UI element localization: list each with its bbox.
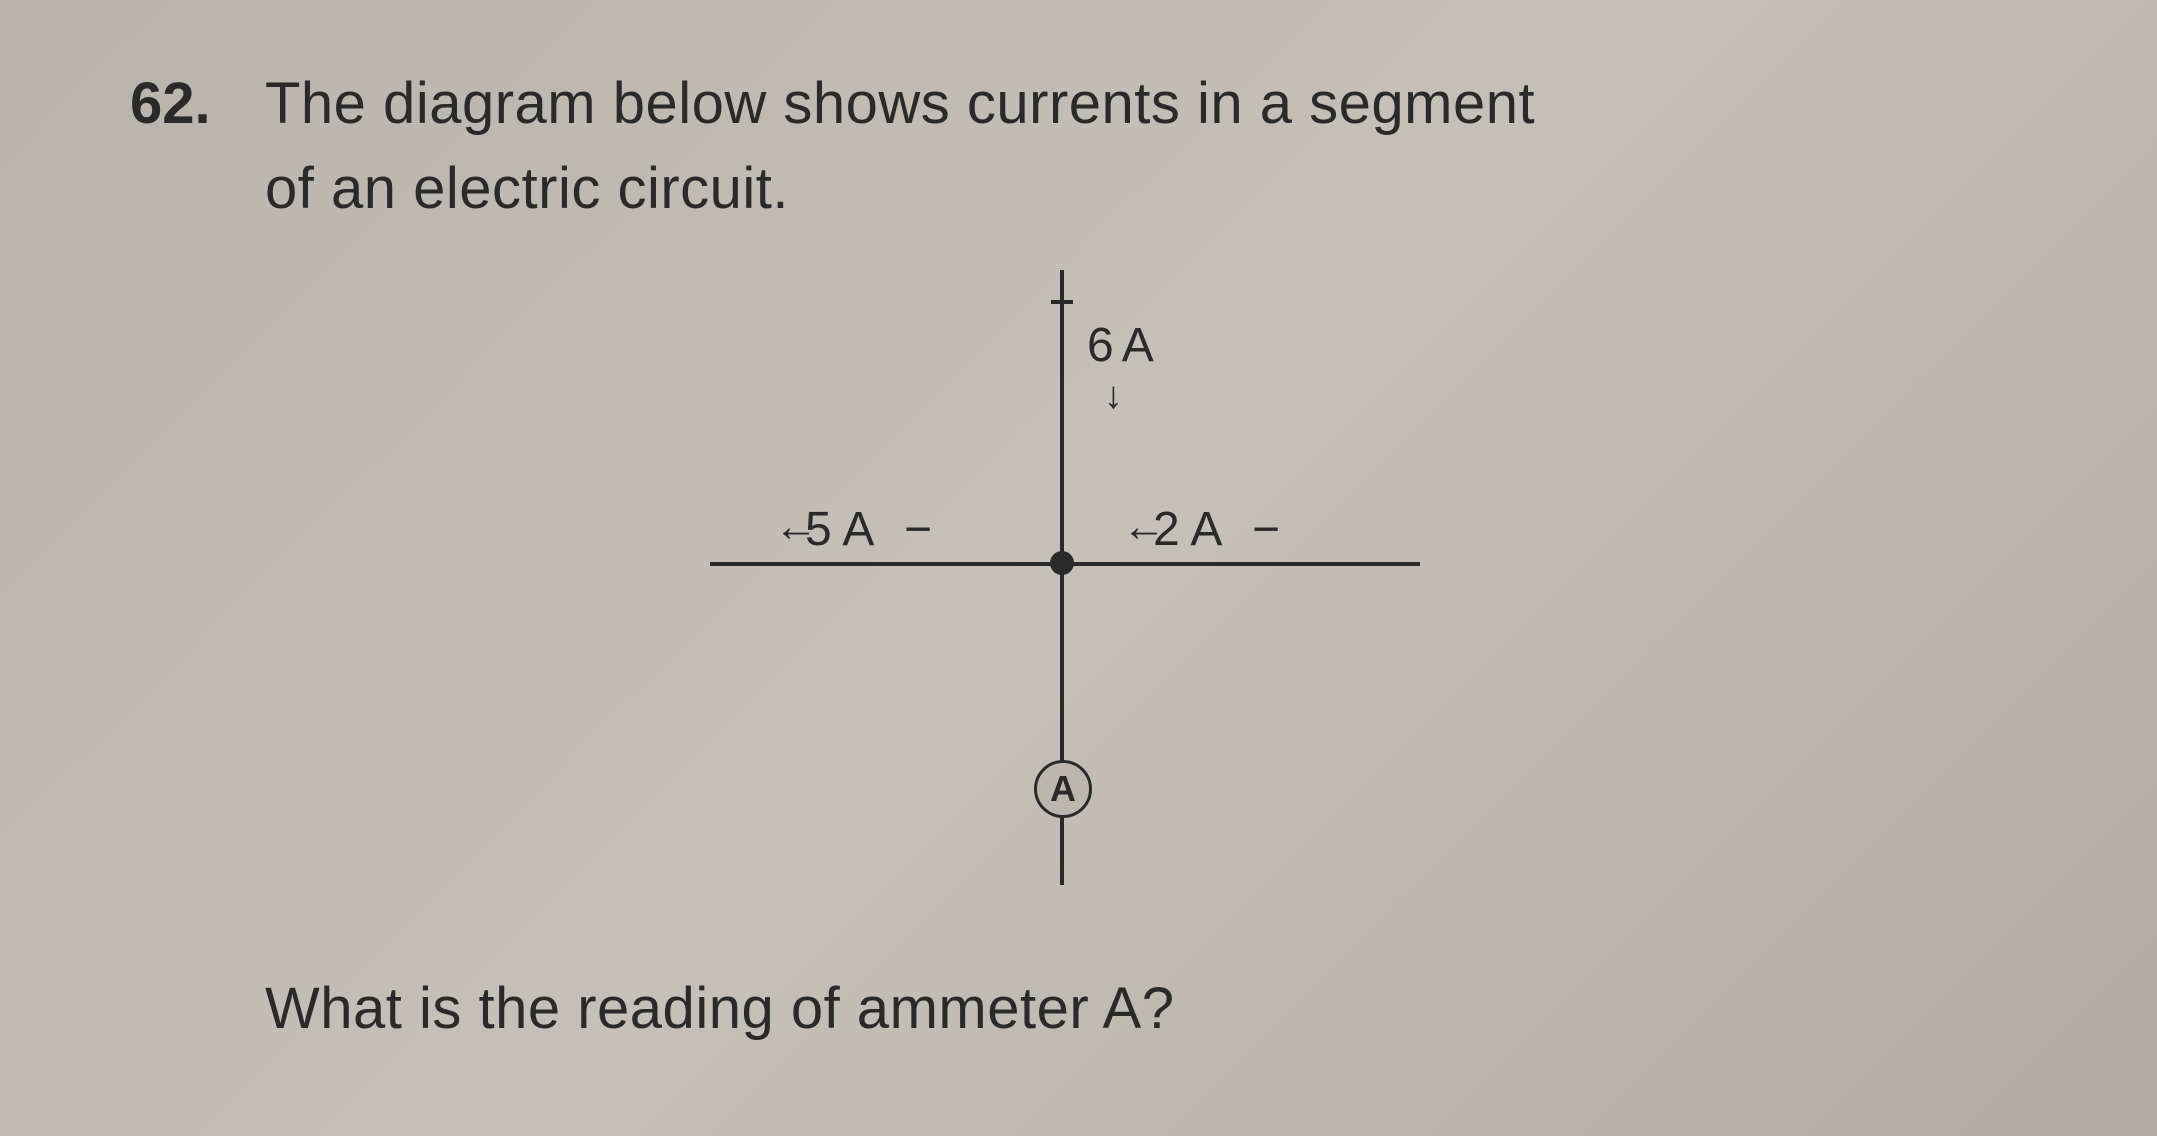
- junction-node: [1050, 551, 1074, 575]
- current-label-top: 6A: [1087, 318, 1154, 373]
- question-text-line1: The diagram below shows currents in a se…: [265, 70, 1535, 137]
- current-label-left: 5 A: [805, 502, 874, 557]
- dash-right: −: [1252, 502, 1280, 557]
- page-container: 62. The diagram below shows currents in …: [0, 0, 2157, 1136]
- current-unit-top: A: [1122, 319, 1154, 372]
- question-final-text: What is the reading of ammeter A?: [265, 975, 1175, 1042]
- current-value-top: 6: [1087, 319, 1114, 372]
- arrow-down-icon: ↓: [1104, 375, 1123, 418]
- dash-left: −: [904, 502, 932, 557]
- circuit-diagram: 6A ↓ ← 5 A − ← 2 A − A: [530, 270, 1480, 890]
- question-text-line2: of an electric circuit.: [265, 155, 789, 222]
- ammeter-label: A: [1050, 768, 1076, 810]
- top-tick-mark: [1051, 300, 1073, 304]
- current-label-right: 2 A: [1153, 502, 1222, 557]
- ammeter-symbol: A: [1034, 760, 1092, 818]
- question-number: 62.: [130, 70, 211, 137]
